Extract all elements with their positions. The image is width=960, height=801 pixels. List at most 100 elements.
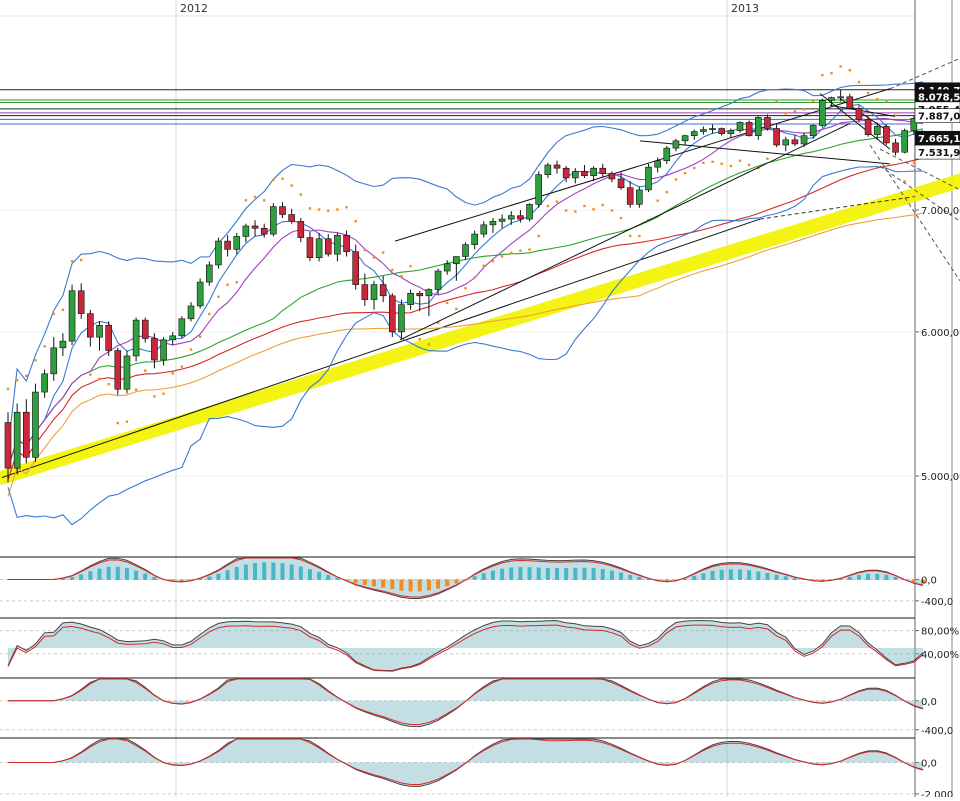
candle-body (837, 96, 844, 99)
candle-body (489, 221, 497, 226)
sar-dot (89, 373, 92, 376)
candle-body (791, 139, 799, 145)
candle-layer (4, 89, 927, 483)
price-tick-label: 5.000,00 (921, 472, 960, 483)
sar-dot (400, 275, 403, 278)
candle-body (498, 218, 506, 222)
macd-histogram-bar (792, 577, 797, 580)
candle-body (553, 164, 561, 169)
sar-dot (876, 97, 879, 101)
macd-histogram-bar (875, 573, 880, 580)
panel-tick-label: 40,00% (921, 650, 959, 661)
candle-body (562, 167, 570, 179)
price-flag-box (914, 108, 960, 123)
macd-histogram-bar (472, 576, 477, 580)
sar-dot (446, 301, 449, 305)
macd-histogram-bar (820, 579, 825, 582)
price-tick-label: 6.000,00 (921, 328, 960, 339)
macd-histogram-bar (701, 573, 706, 580)
macd-histogram-bar (500, 568, 505, 580)
candle-body (251, 225, 259, 229)
macd-histogram-bar (811, 579, 816, 581)
sar-dot (519, 249, 522, 252)
candle-body (892, 142, 899, 153)
macd-histogram-bar (353, 579, 358, 584)
macd-histogram-bar (134, 570, 139, 580)
sar-dot (208, 312, 211, 316)
sar-dot (327, 209, 330, 212)
candle-body (22, 411, 30, 458)
candle-body (361, 284, 369, 300)
candle-body (672, 140, 680, 149)
sar-dot (372, 256, 376, 259)
sar-dot (656, 199, 659, 202)
panel-tick-label: 0,0 (921, 575, 937, 586)
projection-dashed-line (879, 165, 960, 222)
sar-dot (702, 161, 705, 165)
candle-body (169, 335, 176, 341)
sar-dot (116, 421, 119, 425)
bollinger-lower-line (7, 165, 924, 526)
macd-histogram-bar (774, 574, 779, 580)
candle-body (873, 126, 881, 135)
year-label: 2013 (731, 2, 759, 15)
sar-dot (619, 216, 623, 220)
candle-body (68, 290, 76, 342)
sar-dot (821, 73, 824, 77)
candle-body (718, 128, 726, 134)
candle-body (443, 263, 451, 272)
candle-body (471, 233, 478, 245)
macd-histogram-bar (664, 579, 669, 582)
candle-body (681, 135, 689, 142)
candle-body (50, 347, 58, 375)
candle-body (517, 215, 524, 220)
sar-dot (546, 204, 550, 208)
sar-dot (610, 209, 614, 212)
candle-body (571, 171, 579, 179)
sar-dot (592, 208, 595, 211)
macd-histogram-bar (710, 571, 715, 580)
candle-body (736, 122, 744, 131)
sar-dot (43, 345, 46, 348)
ma-red-line (7, 157, 924, 481)
trendline-long (1, 218, 761, 479)
candle-body (4, 422, 12, 469)
sar-dot (903, 180, 906, 183)
candle-body (462, 244, 469, 257)
panel-tick-label: 0,0 (921, 697, 937, 708)
candle-body (608, 173, 616, 180)
candle-body (526, 204, 533, 220)
candle-body (334, 234, 341, 255)
sar-dot (345, 206, 348, 209)
candle-body (645, 166, 652, 191)
candle-body (407, 292, 414, 305)
sar-dot (272, 178, 275, 182)
sar-dot (6, 387, 10, 391)
candle-body (507, 215, 515, 220)
candle-body (279, 206, 286, 215)
sar-dot (436, 321, 440, 324)
candle-body (151, 338, 158, 361)
candle-body (864, 119, 872, 135)
sar-dot (354, 220, 357, 223)
sar-dot (381, 251, 385, 254)
candle-body (800, 135, 808, 145)
macd-histogram-bar (207, 576, 212, 580)
axis-layer: 201220135.000,006.000,007.000,008.149,78… (180, 2, 960, 801)
macd-histogram-bar (655, 579, 660, 581)
sar-dot (537, 234, 540, 238)
candle-body (480, 224, 488, 235)
sar-dot (235, 281, 238, 284)
channel-upper-line (394, 88, 891, 242)
sar-dot (308, 207, 312, 210)
macd-histogram-bar (765, 573, 770, 580)
sar-dot (363, 248, 367, 252)
sar-dot (80, 258, 83, 262)
sar-dot (885, 99, 888, 103)
macd-histogram-bar (445, 579, 450, 587)
macd-histogram-bar (509, 567, 514, 580)
candle-body (700, 129, 707, 132)
macd-histogram-bar (683, 578, 688, 580)
sar-dot (683, 171, 687, 175)
candle-body (352, 251, 360, 285)
